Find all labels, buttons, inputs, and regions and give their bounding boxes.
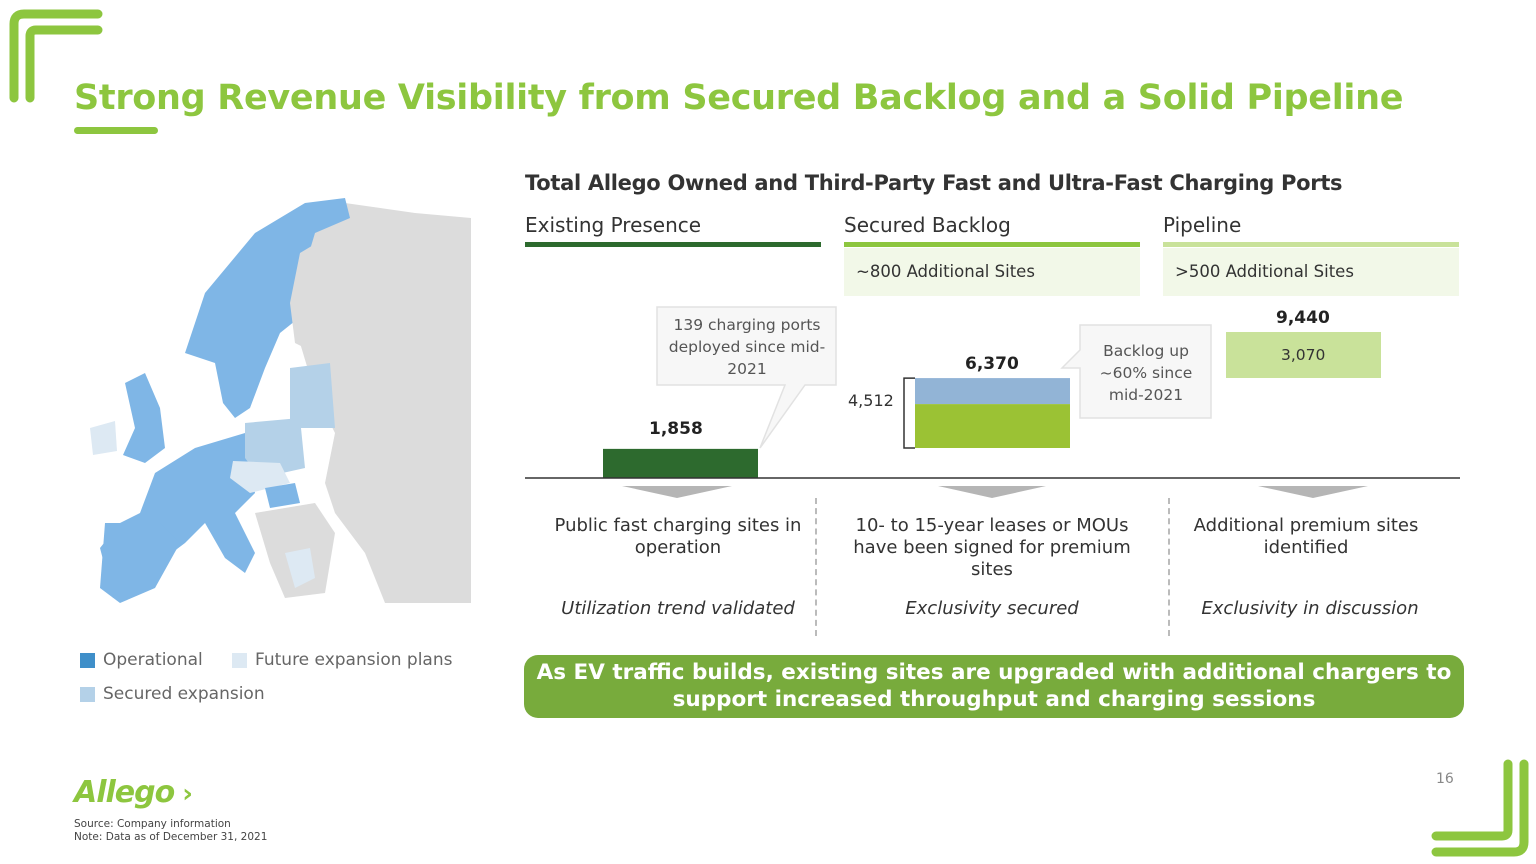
italic-existing: Utilization trend validated (561, 598, 795, 619)
page-number: 16 (1436, 771, 1454, 787)
arrow-existing (622, 486, 732, 498)
data-label-existing-total: 1,858 (649, 418, 703, 439)
map-region-balkans (255, 503, 335, 598)
map-region-iberia (100, 523, 180, 603)
map-region-greece (285, 548, 315, 588)
callout-existing-box (656, 306, 837, 449)
title-underline (74, 127, 158, 134)
page-title: Strong Revenue Visibility from Secured B… (74, 78, 1404, 118)
description-existing: Public fast charging sites in operation (554, 515, 802, 558)
arrow-backlog (938, 486, 1046, 498)
description-backlog: 10- to 15-year leases or MOUs have been … (853, 515, 1131, 580)
column-bar-existing (525, 242, 821, 247)
note-text: Note: Data as of December 31, 2021 (74, 831, 268, 843)
source-text: Source: Company information (74, 818, 231, 830)
map-region-finland (290, 238, 340, 353)
description-pipeline: Additional premium sites identified (1193, 515, 1419, 558)
data-label-backlog-base: 4,512 (848, 391, 894, 410)
legend-swatch-secured (80, 687, 95, 702)
column-separator (1168, 498, 1170, 636)
callout-existing-text: 139 charging ports deployed since mid-20… (668, 316, 826, 378)
map-region-east (295, 203, 471, 603)
bar-existing (603, 448, 758, 478)
column-heading-existing: Existing Presence (525, 213, 702, 237)
legend-swatch-future (232, 653, 247, 668)
column-heading-backlog: Secured Backlog (844, 213, 1011, 237)
legend-label-future: Future expansion plans (255, 650, 453, 670)
logo-chevron-icon: › (174, 779, 193, 809)
subheading-backlog: ~800 Additional Sites (844, 248, 1140, 296)
arrow-pipeline (1258, 486, 1368, 498)
callout-backlog-text: Backlog up ~60% since mid-2021 (1099, 342, 1193, 404)
italic-backlog: Exclusivity secured (905, 598, 1079, 619)
chart-title: Total Allego Owned and Third-Party Fast … (525, 171, 1343, 195)
column-bar-backlog (844, 242, 1140, 247)
allego-logo: Allego › (74, 775, 193, 810)
europe-map (85, 193, 471, 603)
italic-pipeline: Exclusivity in discussion (1201, 598, 1419, 619)
source-note: Source: Company information Note: Data a… (74, 818, 267, 844)
bar-pipeline (1226, 332, 1381, 378)
column-heading-pipeline: Pipeline (1163, 213, 1242, 237)
subheading-pipeline: >500 Additional Sites (1163, 248, 1459, 296)
column-bar-pipeline (1163, 242, 1459, 247)
bar-backlog-increment (915, 378, 1070, 405)
map-region-czech (230, 461, 290, 493)
column-separator (815, 498, 817, 636)
map-region-ireland (90, 421, 117, 455)
banner-message: As EV traffic builds, existing sites are… (524, 655, 1464, 718)
corner-bracket-top-left (9, 9, 103, 103)
data-label-pipeline-added: 3,070 (1281, 346, 1326, 364)
legend-label-secured: Secured expansion (103, 684, 265, 704)
map-region-hungary (265, 483, 300, 508)
map-region-uk (123, 373, 165, 463)
bar-backlog-new (915, 404, 1070, 448)
logo-text: Allego (74, 775, 175, 810)
corner-bracket-bottom-right (1431, 759, 1529, 857)
legend-swatch-operational (80, 653, 95, 668)
legend-label-operational: Operational (103, 650, 203, 670)
data-label-pipeline-total: 9,440 (1276, 308, 1330, 328)
callout-backlog-box (1060, 324, 1212, 419)
map-region-baltics (290, 363, 335, 428)
bar-backlog-bracket (903, 377, 915, 449)
data-label-backlog-total: 6,370 (965, 354, 1019, 375)
